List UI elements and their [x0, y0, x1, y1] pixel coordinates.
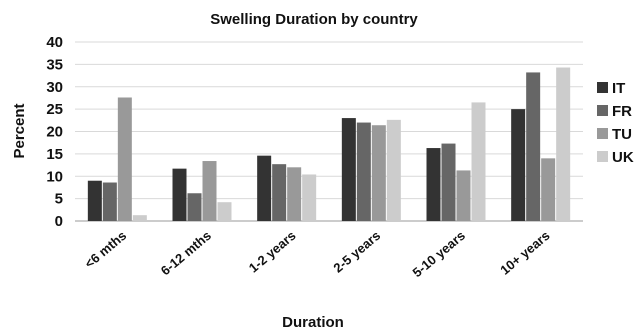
bar-tu-5: [541, 158, 556, 221]
bar-uk-4: [471, 102, 486, 221]
y-tick-label: 30: [46, 79, 63, 96]
bar-tu-2: [287, 167, 302, 221]
bar-uk-2: [302, 174, 317, 221]
bar-fr-0: [102, 182, 117, 221]
bar-fr-4: [441, 143, 456, 221]
bar-uk-5: [556, 67, 571, 221]
bar-fr-2: [272, 164, 287, 221]
bar-uk-3: [386, 119, 401, 221]
y-tick-label: 25: [46, 101, 63, 118]
bar-it-5: [511, 109, 526, 221]
legend-swatch-uk: [597, 151, 608, 162]
gridlines: [75, 41, 583, 222]
bar-it-4: [426, 148, 441, 221]
legend-label-it: IT: [612, 80, 625, 97]
y-axis-label: Percent: [11, 103, 28, 158]
x-tick-label: 10+ years: [497, 228, 552, 278]
y-ticks: 0 5 10 15 20 25 30 35 40: [46, 34, 63, 230]
x-tick-label: 1-2 years: [246, 228, 299, 276]
x-tick-label: 5-10 years: [410, 228, 468, 280]
bar-fr-3: [356, 122, 371, 221]
y-tick-label: 40: [46, 34, 63, 51]
x-tick-label: 2-5 years: [330, 228, 383, 276]
bar-uk-0: [132, 215, 147, 221]
bar-tu-3: [371, 125, 386, 221]
y-tick-label: 20: [46, 124, 63, 141]
bar-fr-5: [526, 72, 541, 222]
legend-swatch-tu: [597, 128, 608, 139]
legend-label-fr: FR: [612, 103, 632, 120]
x-axis-label: Duration: [282, 314, 344, 331]
bar-fr-1: [187, 193, 202, 221]
y-tick-label: 0: [55, 213, 63, 230]
bar-tu-4: [456, 170, 471, 221]
legend: IT FR TU UK: [597, 80, 634, 166]
chart-title: Swelling Duration by country: [210, 11, 418, 28]
y-tick-label: 15: [46, 146, 63, 163]
legend-swatch-it: [597, 82, 608, 93]
bar-it-2: [257, 155, 272, 221]
y-tick-label: 5: [55, 191, 63, 208]
bar-it-0: [87, 180, 102, 221]
bar-it-1: [172, 168, 187, 221]
bar-tu-1: [202, 161, 217, 221]
x-ticks: <6 mths 6-12 mths 1-2 years 2-5 years 5-10 y…: [82, 228, 553, 280]
bars: [87, 67, 571, 222]
legend-label-tu: TU: [612, 126, 632, 143]
y-tick-label: 35: [46, 56, 63, 73]
x-tick-label: 6-12 mths: [158, 228, 214, 279]
legend-swatch-fr: [597, 105, 608, 116]
bar-tu-0: [117, 97, 132, 221]
bar-it-3: [341, 118, 356, 221]
legend-label-uk: UK: [612, 149, 634, 166]
y-tick-label: 10: [46, 168, 63, 185]
bar-uk-1: [217, 202, 232, 221]
x-tick-label: <6 mths: [82, 228, 130, 271]
